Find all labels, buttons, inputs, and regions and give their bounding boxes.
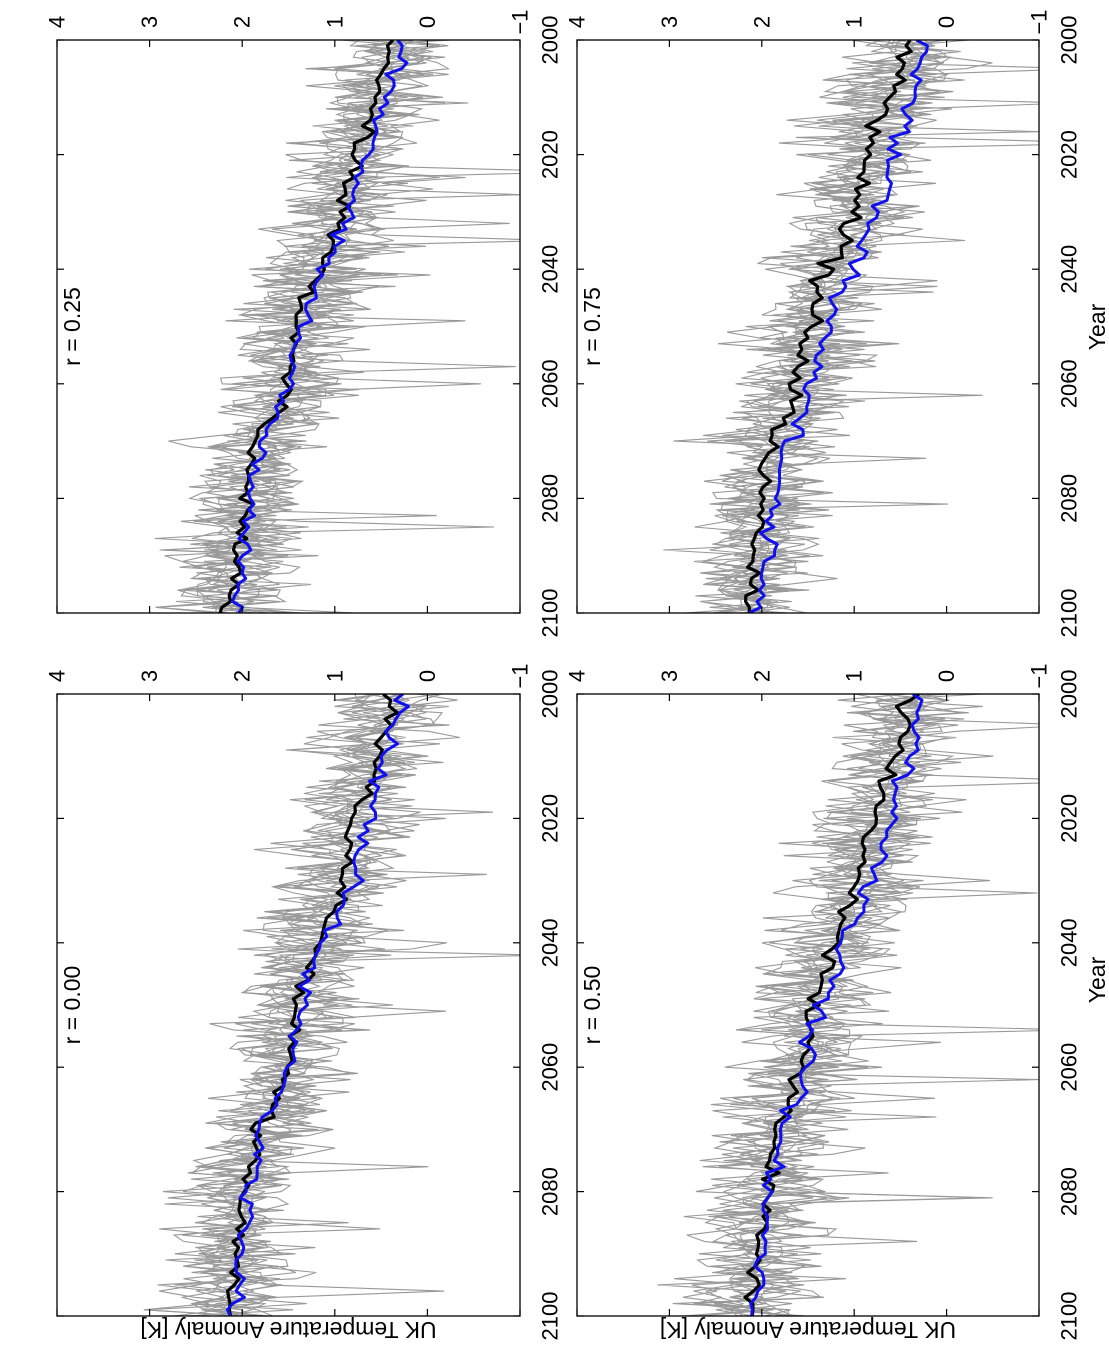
y-tick-label: 0 [415,16,440,28]
x-tick-label: 2040 [1057,918,1082,967]
y-tick-label: 4 [45,16,70,28]
ensemble-member-line [155,40,446,613]
panel-title: r = 0.50 [579,966,605,1045]
ensemble-member-line [682,694,994,1316]
y-tick-label: 3 [137,16,162,28]
ensemble-member-line [700,40,993,613]
ensemble-member-line [722,694,1039,1316]
x-tick-label: 2040 [538,245,563,294]
x-tick-label: 2100 [538,589,563,638]
x-tick-label: 2040 [1057,245,1082,294]
y-tick-label: 2 [749,16,774,28]
y-tick-label: 2 [230,16,255,28]
mean-line-black [218,40,395,613]
mean-line-black [743,40,913,613]
plot-panel: 2000 2020 2040 2060 2080 2100 −1 0 1 2 3 4 r = 0.50 U… [565,663,1109,1343]
x-tick-label: 2100 [1057,589,1082,638]
ensemble-member-line [162,694,420,1316]
x-tick-label: 2060 [1057,359,1082,408]
ensemble-member-line [672,694,983,1316]
x-tick-label: 2100 [1057,1292,1082,1341]
panel-title: r = 0.00 [59,966,85,1045]
ensemble-member-line [694,40,983,613]
ensemble-member-line [183,694,447,1316]
panel-title: r = 0.25 [59,287,85,366]
x-tick-label: 2080 [538,1167,563,1216]
x-axis-label: Year [1084,956,1109,1003]
ensemble-member-line [190,694,450,1316]
plot-area [154,40,520,613]
mean-line-blue [748,40,929,613]
x-tick-label: 2060 [538,359,563,408]
y-tick-label: −1 [1027,9,1052,34]
y-tick-label: −1 [508,663,533,688]
y-tick-label: 3 [657,16,682,28]
y-tick-label: 3 [657,670,682,682]
ensemble-member-line [683,40,1039,613]
y-tick-label: 2 [749,670,774,682]
ensemble-member-line [686,694,983,1316]
y-tick-label: 0 [415,670,440,682]
y-tick-label: 3 [137,670,162,682]
plot-area [657,694,1039,1316]
x-tick-label: 2060 [538,1043,563,1092]
plot-area [663,40,1039,613]
plot-frame [576,39,1040,614]
ensemble-member-line [709,40,944,613]
panel-title: r = 0.75 [579,287,605,366]
ensemble-member-line [693,694,1039,1316]
y-tick-label: 4 [565,16,590,28]
x-tick-label: 2080 [1057,1167,1082,1216]
x-tick-label: 2020 [1057,794,1082,843]
x-tick-label: 2080 [538,474,563,523]
x-tick-label: 2040 [538,918,563,967]
plot-area [143,694,520,1316]
mean-line-black [743,694,920,1316]
plot-panel: 2000 2020 2040 2060 2080 2100 −1 0 1 2 3 4 r = 0.25 [45,9,563,638]
plot-panel: 2000 2020 2040 2060 2080 2100 −1 0 1 2 3 4 r = 0.75 Y… [565,9,1109,637]
mean-line-black [226,694,399,1316]
y-tick-label: 4 [565,670,590,682]
ensemble-member-line [701,40,965,613]
y-tick-label: 1 [322,670,347,682]
x-tick-label: 2000 [538,16,563,65]
ensemble-member-line [182,40,449,613]
y-tick-label: 1 [842,670,867,682]
y-tick-label: 0 [934,16,959,28]
y-tick-label: 0 [934,670,959,682]
x-tick-label: 2100 [538,1292,563,1341]
mean-line-blue [231,40,409,613]
x-tick-label: 2020 [538,130,563,179]
plot-panel: 2000 2020 2040 2060 2080 2100 −1 0 1 2 3 4 r = 0.00 U… [45,663,563,1343]
y-axis-label: UK Temperature Anomaly [K] [140,1317,436,1343]
x-tick-label: 2000 [1057,670,1082,719]
ensemble-member-line [165,694,447,1316]
mean-line-blue [749,694,924,1316]
mean-line-blue [225,694,410,1316]
y-tick-label: 2 [230,670,255,682]
ensemble-member-line [180,40,520,613]
y-tick-label: −1 [1027,663,1052,688]
plot-frame [576,693,1040,1317]
plot-frame [56,39,521,614]
y-tick-label: −1 [508,9,533,34]
x-tick-label: 2060 [1057,1043,1082,1092]
y-tick-label: 1 [322,16,347,28]
x-tick-label: 2080 [1057,474,1082,523]
x-axis-label: Year [1084,303,1109,350]
x-tick-label: 2000 [1057,16,1082,65]
x-tick-label: 2020 [1057,130,1082,179]
x-tick-label: 2020 [538,794,563,843]
y-tick-label: 1 [842,16,867,28]
x-tick-label: 2000 [538,670,563,719]
y-axis-label: UK Temperature Anomaly [K] [660,1317,956,1343]
plot-frame [56,693,521,1317]
y-tick-label: 4 [45,670,70,682]
